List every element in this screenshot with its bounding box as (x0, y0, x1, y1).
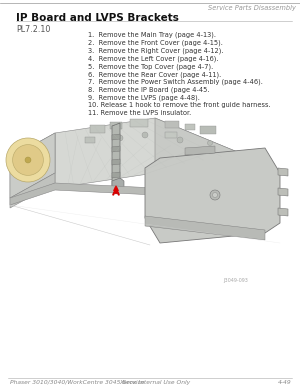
Polygon shape (10, 183, 240, 210)
Text: 10. Release 1 hook to remove the front guide harness.: 10. Release 1 hook to remove the front g… (88, 102, 271, 108)
Circle shape (177, 137, 183, 143)
Text: IP Board and LVPS Brackets: IP Board and LVPS Brackets (16, 13, 179, 23)
Text: 5.  Remove the Top Cover (page 4-7).: 5. Remove the Top Cover (page 4-7). (88, 63, 213, 70)
FancyBboxPatch shape (110, 122, 122, 129)
Polygon shape (10, 133, 55, 198)
Polygon shape (145, 216, 265, 240)
Circle shape (142, 132, 148, 138)
Polygon shape (55, 118, 240, 203)
Text: Service Parts Disassembly: Service Parts Disassembly (208, 5, 296, 11)
Text: Phaser 3010/3040/WorkCentre 3045 Service: Phaser 3010/3040/WorkCentre 3045 Service (10, 380, 145, 385)
Polygon shape (112, 172, 120, 178)
FancyBboxPatch shape (130, 119, 148, 127)
FancyBboxPatch shape (185, 124, 195, 130)
Polygon shape (278, 208, 288, 216)
Polygon shape (112, 123, 120, 191)
Text: 7.  Remove the Power Switch Assembly (page 4-46).: 7. Remove the Power Switch Assembly (pag… (88, 79, 263, 85)
Circle shape (208, 140, 212, 146)
Text: 9.  Remove the LVPS (page 4-48).: 9. Remove the LVPS (page 4-48). (88, 94, 200, 101)
Text: 11. Remove the LVPS insulator.: 11. Remove the LVPS insulator. (88, 110, 191, 116)
Text: PL7.2.10: PL7.2.10 (16, 25, 50, 34)
Polygon shape (278, 168, 288, 176)
Circle shape (6, 138, 50, 182)
Text: 3.  Remove the Right Cover (page 4-12).: 3. Remove the Right Cover (page 4-12). (88, 48, 224, 54)
Text: Xerox Internal Use Only: Xerox Internal Use Only (119, 380, 190, 385)
FancyBboxPatch shape (165, 132, 177, 138)
FancyBboxPatch shape (90, 125, 105, 133)
Polygon shape (145, 148, 280, 243)
Polygon shape (185, 146, 215, 155)
Circle shape (13, 145, 44, 175)
Polygon shape (112, 159, 120, 165)
Polygon shape (155, 118, 240, 203)
Text: J3049-093: J3049-093 (223, 278, 248, 283)
Text: 1.  Remove the Main Tray (page 4-13).: 1. Remove the Main Tray (page 4-13). (88, 32, 216, 38)
Polygon shape (10, 133, 55, 198)
Polygon shape (112, 178, 124, 192)
Text: 8.  Remove the IP Board (page 4-45.: 8. Remove the IP Board (page 4-45. (88, 87, 209, 93)
Circle shape (117, 135, 123, 141)
Polygon shape (112, 146, 120, 152)
Text: 4.  Remove the Left Cover (page 4-16).: 4. Remove the Left Cover (page 4-16). (88, 55, 218, 62)
Polygon shape (10, 173, 55, 208)
FancyBboxPatch shape (200, 126, 216, 134)
Polygon shape (112, 134, 120, 140)
Circle shape (212, 192, 217, 197)
Text: 4-49: 4-49 (278, 380, 292, 385)
Polygon shape (278, 188, 288, 196)
Circle shape (210, 190, 220, 200)
Text: 6.  Remove the Rear Cover (page 4-11).: 6. Remove the Rear Cover (page 4-11). (88, 71, 221, 78)
Text: 2.  Remove the Front Cover (page 4-15).: 2. Remove the Front Cover (page 4-15). (88, 40, 223, 46)
FancyBboxPatch shape (165, 121, 179, 128)
FancyBboxPatch shape (85, 137, 95, 143)
Circle shape (25, 157, 31, 163)
